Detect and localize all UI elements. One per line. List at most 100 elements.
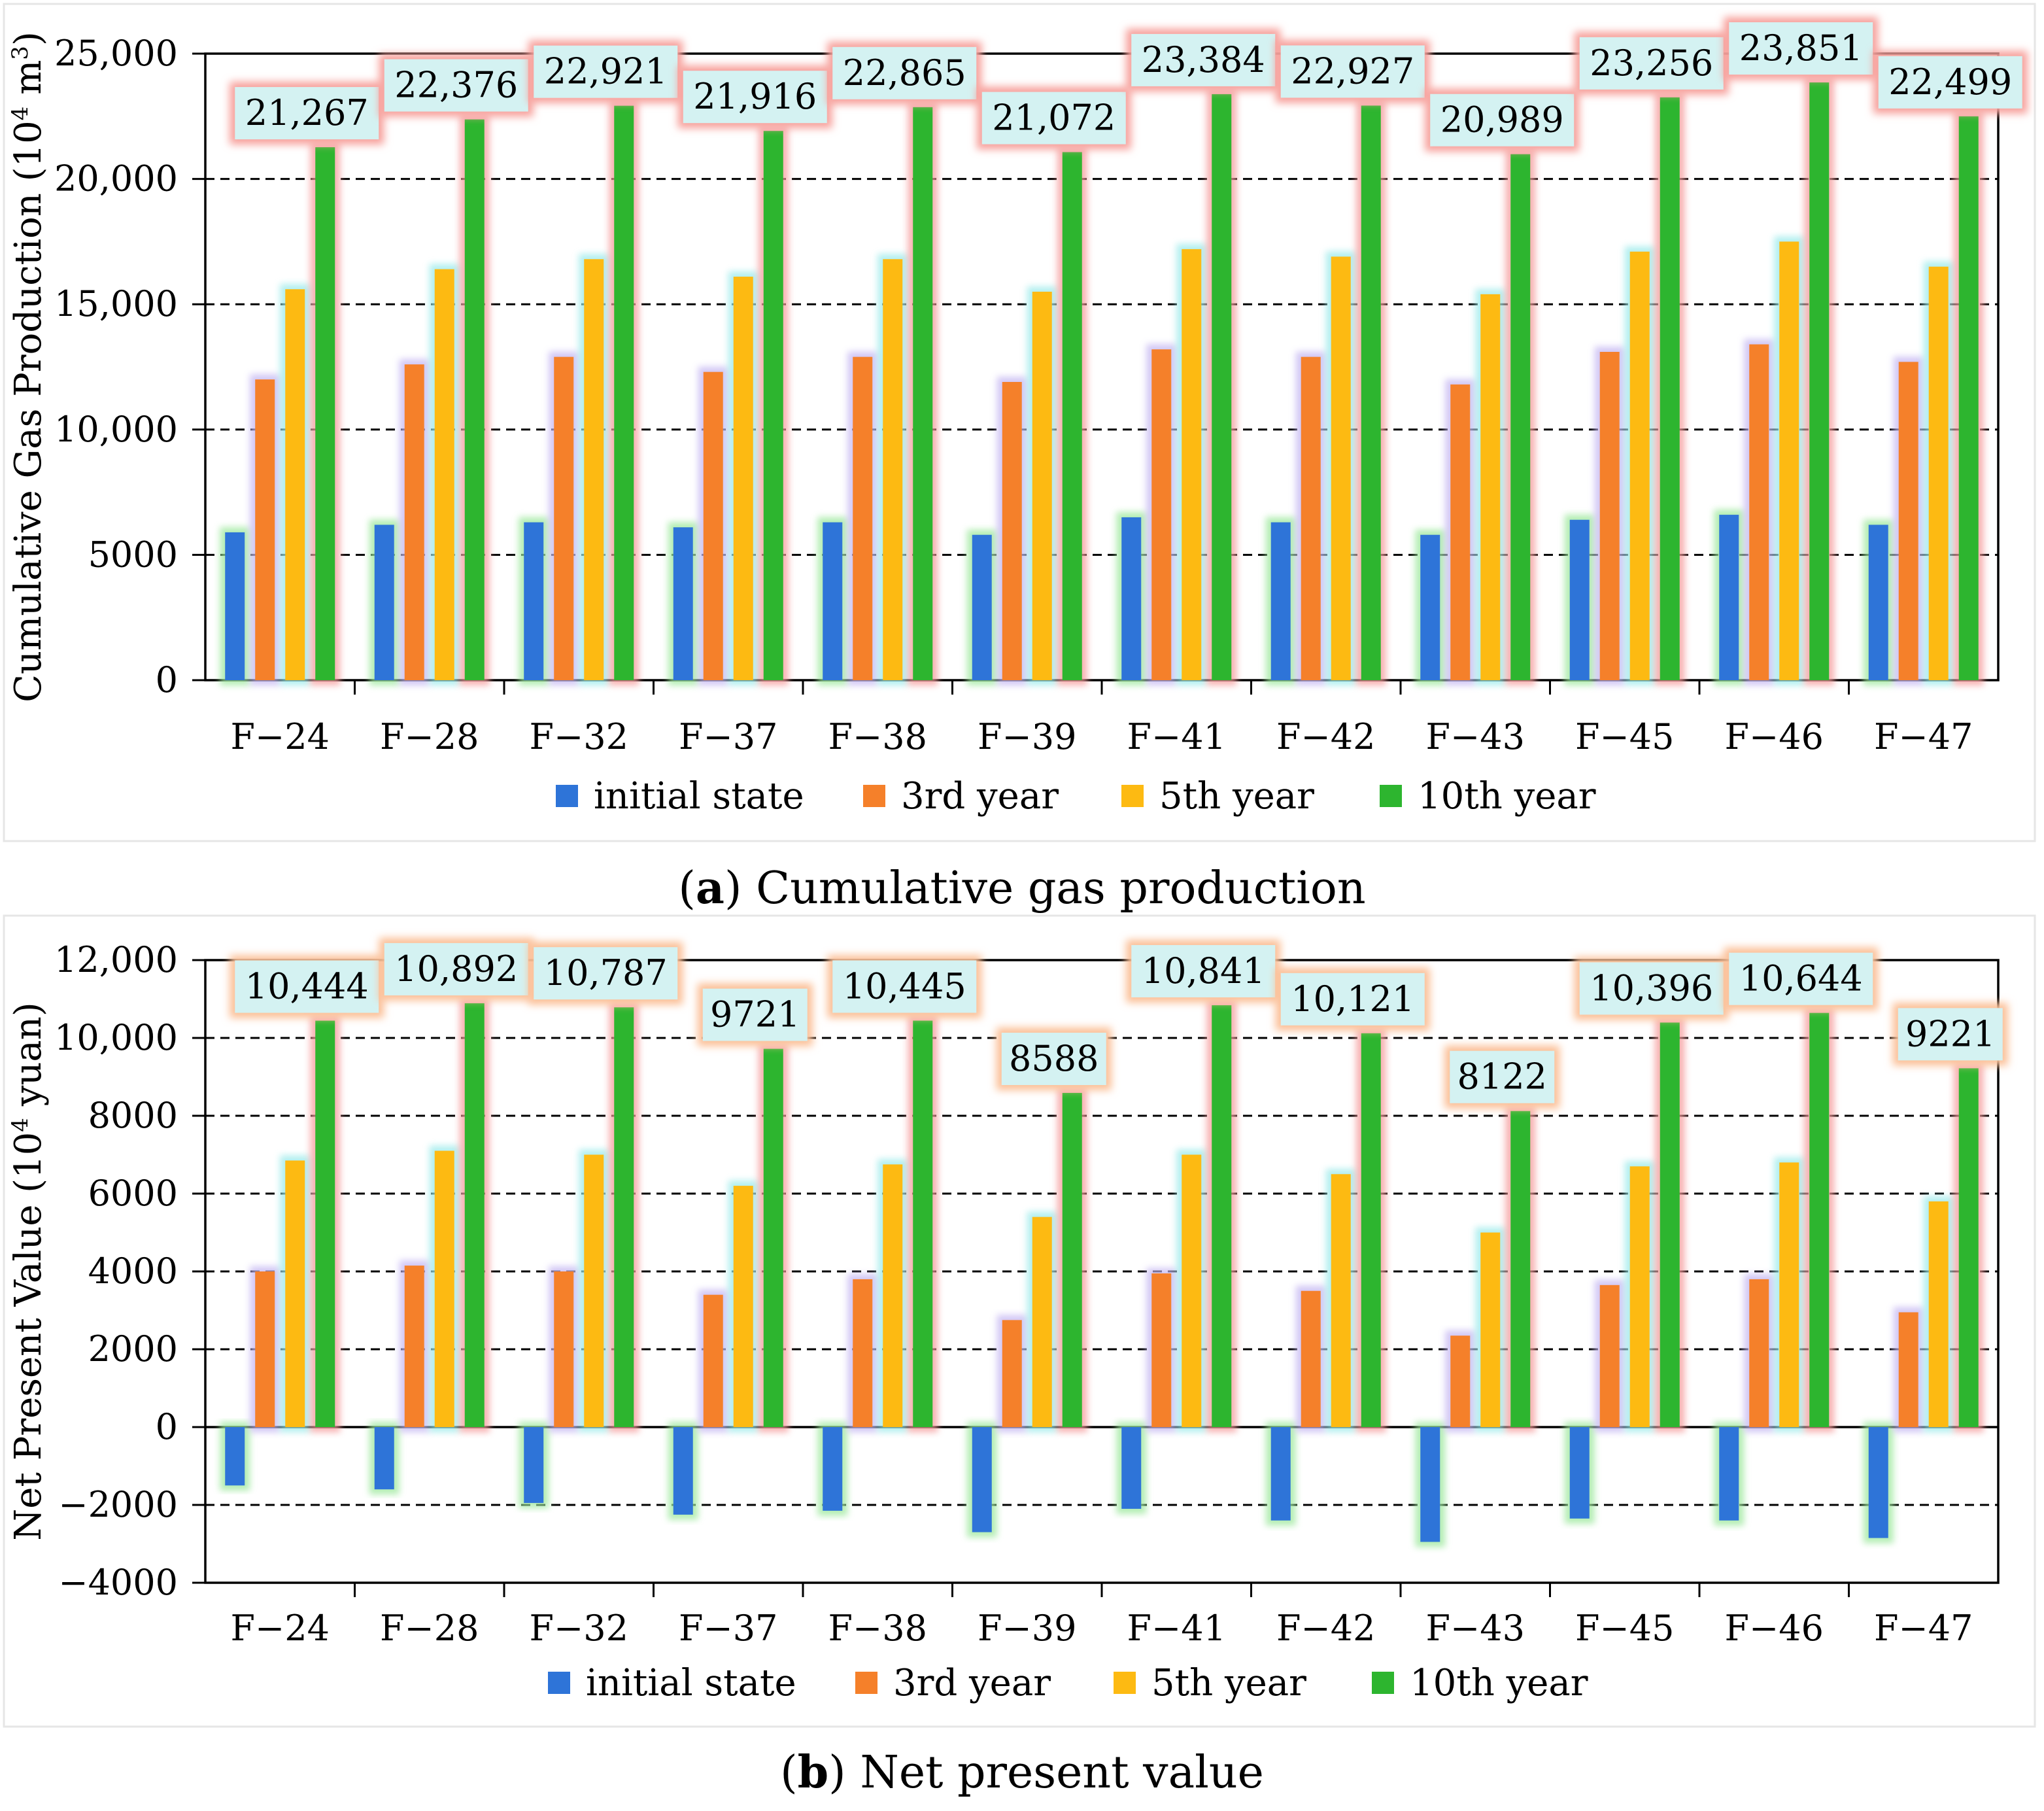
bar-10th-year <box>1212 94 1232 681</box>
bar-3rd-year <box>1151 349 1172 680</box>
y-axis-title: Net Present Value (104 yuan) <box>7 1002 50 1540</box>
y-axis-title-sup: 4 <box>7 1118 33 1132</box>
bar-initial-state <box>1420 534 1440 680</box>
x-tick-label: F−41 <box>1127 1608 1226 1649</box>
bar-10th-year <box>763 1048 783 1427</box>
bar-initial-state <box>972 534 992 680</box>
bar-5th-year <box>1480 1232 1501 1427</box>
data-label: 10,892 <box>394 948 518 990</box>
bar-3rd-year <box>1749 1279 1769 1427</box>
data-label: 10,121 <box>1291 978 1414 1020</box>
bar-5th-year <box>285 1160 305 1427</box>
x-tick-label: F−47 <box>1874 716 1973 757</box>
x-tick-label: F−24 <box>231 1608 330 1649</box>
bar-3rd-year <box>703 371 723 680</box>
panel-frame <box>3 3 2036 842</box>
bar-5th-year <box>1480 294 1501 680</box>
bar-initial-state <box>1868 525 1888 680</box>
bar-10th-year <box>1660 1022 1680 1427</box>
bar-5th-year <box>883 1164 903 1427</box>
bar-10th-year <box>464 119 485 680</box>
y-axis-title: Cumulative Gas Production (104 m3) <box>7 31 50 702</box>
bar-5th-year <box>883 259 903 680</box>
data-label: 10,445 <box>843 966 966 1007</box>
bar-3rd-year <box>1002 381 1022 680</box>
bar-initial-state <box>823 522 843 680</box>
bar-5th-year <box>584 259 604 680</box>
data-label: 10,444 <box>245 966 369 1007</box>
data-label-box <box>1878 56 2022 109</box>
y-tick-label: 0 <box>156 1406 178 1447</box>
bar-10th-year <box>614 105 634 680</box>
data-label-box <box>1579 962 1724 1015</box>
x-tick-label: F−28 <box>380 716 479 757</box>
data-label: 10,841 <box>1142 950 1265 992</box>
bar-3rd-year <box>1301 1290 1321 1427</box>
data-label-box <box>1280 973 1425 1026</box>
data-label-box <box>384 942 528 995</box>
bar-5th-year <box>434 1150 454 1427</box>
caption-a-letter: a <box>695 862 724 914</box>
caption-a-text: Cumulative gas production <box>756 863 1366 914</box>
x-tick-label: F−41 <box>1127 716 1226 757</box>
bar-3rd-year <box>1599 352 1620 680</box>
bar-3rd-year <box>255 379 275 680</box>
data-label-box <box>832 46 977 99</box>
bar-3rd-year <box>255 1271 275 1427</box>
data-label-box <box>683 71 827 124</box>
data-label-box <box>235 87 379 140</box>
x-tick-label: F−24 <box>231 716 330 757</box>
x-tick-label: F−43 <box>1426 716 1525 757</box>
bar-initial-state <box>1569 1427 1590 1519</box>
bar-3rd-year <box>404 364 424 680</box>
data-label: 21,916 <box>693 76 817 117</box>
bar-initial-state <box>524 522 544 680</box>
y-axis-title-sup2: 3 <box>7 46 33 60</box>
x-tick-label: F−39 <box>978 1608 1076 1649</box>
x-tick-label: F−32 <box>530 716 628 757</box>
bar-10th-year <box>315 147 335 680</box>
y-axis-title-sup: 4 <box>7 107 33 121</box>
bar-5th-year <box>733 277 753 681</box>
data-label-box <box>235 960 379 1013</box>
bar-initial-state <box>1270 522 1291 680</box>
data-label-box <box>1729 22 1873 75</box>
bar-initial-state <box>374 1427 394 1490</box>
y-axis-title-unit: m <box>7 60 50 107</box>
bar-10th-year <box>1510 1111 1531 1427</box>
bar-initial-state <box>1270 1427 1291 1521</box>
legend-label: 10th year <box>1410 1662 1588 1704</box>
bar-3rd-year <box>1599 1285 1620 1427</box>
x-tick-label: F−37 <box>679 1608 777 1649</box>
x-tick-label: F−38 <box>828 716 927 757</box>
y-tick-label: −4000 <box>58 1562 178 1603</box>
bar-3rd-year <box>1749 344 1769 680</box>
y-axis-title-unit: yuan <box>7 1016 50 1118</box>
bar-initial-state <box>1121 517 1142 680</box>
y-tick-label: −2000 <box>58 1484 178 1525</box>
legend-label: initial state <box>594 775 804 818</box>
y-tick-label: 15,000 <box>54 283 178 324</box>
data-label: 21,072 <box>992 97 1116 139</box>
bar-5th-year <box>1182 249 1202 680</box>
bar-initial-state <box>823 1427 843 1511</box>
data-label: 21,267 <box>245 92 369 133</box>
bar-3rd-year <box>1002 1320 1022 1427</box>
legend-swatch <box>556 785 578 807</box>
data-label: 9221 <box>1905 1013 1995 1054</box>
data-label: 23,256 <box>1590 43 1713 84</box>
bar-5th-year <box>1331 1174 1351 1427</box>
bar-initial-state <box>673 1427 693 1515</box>
y-axis-title-main: Cumulative Gas Production (10 <box>7 120 50 702</box>
legend-swatch <box>548 1672 570 1694</box>
data-label: 22,865 <box>843 52 966 94</box>
y-tick-label: 8000 <box>88 1095 178 1136</box>
bar-5th-year <box>1629 251 1650 680</box>
bar-initial-state <box>225 532 245 680</box>
y-tick-label: 10,000 <box>54 1017 178 1058</box>
bar-5th-year <box>1629 1166 1650 1427</box>
data-label: 10,644 <box>1739 958 1863 999</box>
data-label-box <box>1898 1008 2003 1061</box>
data-label: 22,376 <box>394 65 518 106</box>
bar-5th-year <box>1032 292 1052 680</box>
